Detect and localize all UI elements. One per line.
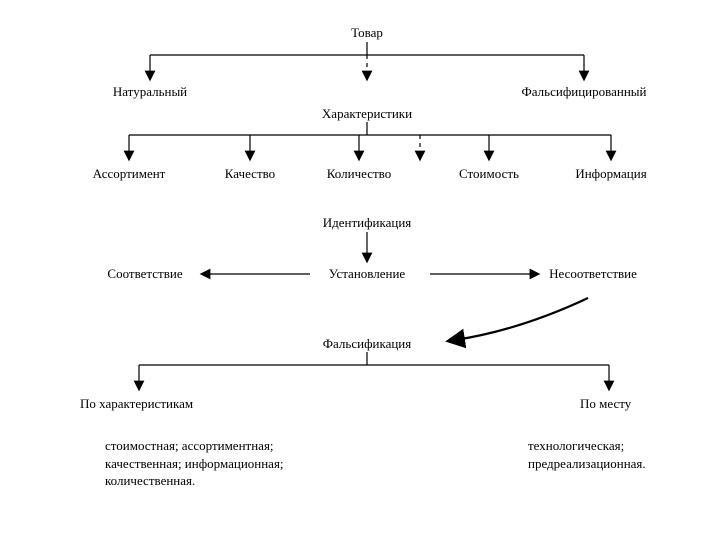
list-left: стоимостная; ассортиментная; качественна… [105, 437, 285, 490]
node-falsification: Фальсификация [323, 337, 411, 350]
diagram-stage: Товар Натуральный Фальсифицированный Хар… [0, 0, 720, 540]
node-by-characteristics: По характеристикам [80, 397, 193, 410]
node-information: Информация [575, 167, 646, 180]
node-naturalny: Натуральный [113, 85, 187, 98]
node-cost: Стоимость [459, 167, 519, 180]
node-tovar: Товар [351, 26, 383, 39]
node-matching: Соответствие [107, 267, 182, 280]
node-quantity: Количество [327, 167, 391, 180]
node-characteristics: Характеристики [322, 107, 412, 120]
node-quality: Качество [225, 167, 275, 180]
node-assortment: Ассортимент [93, 167, 166, 180]
list-right: технологическая; предреализационная. [528, 437, 708, 472]
node-identification: Идентификация [323, 216, 412, 229]
node-mismatch: Несоответствие [549, 267, 637, 280]
node-falsified: Фальсифицированный [522, 85, 647, 98]
node-ustanovlenie: Установление [329, 267, 405, 280]
node-by-place: По месту [580, 397, 631, 410]
